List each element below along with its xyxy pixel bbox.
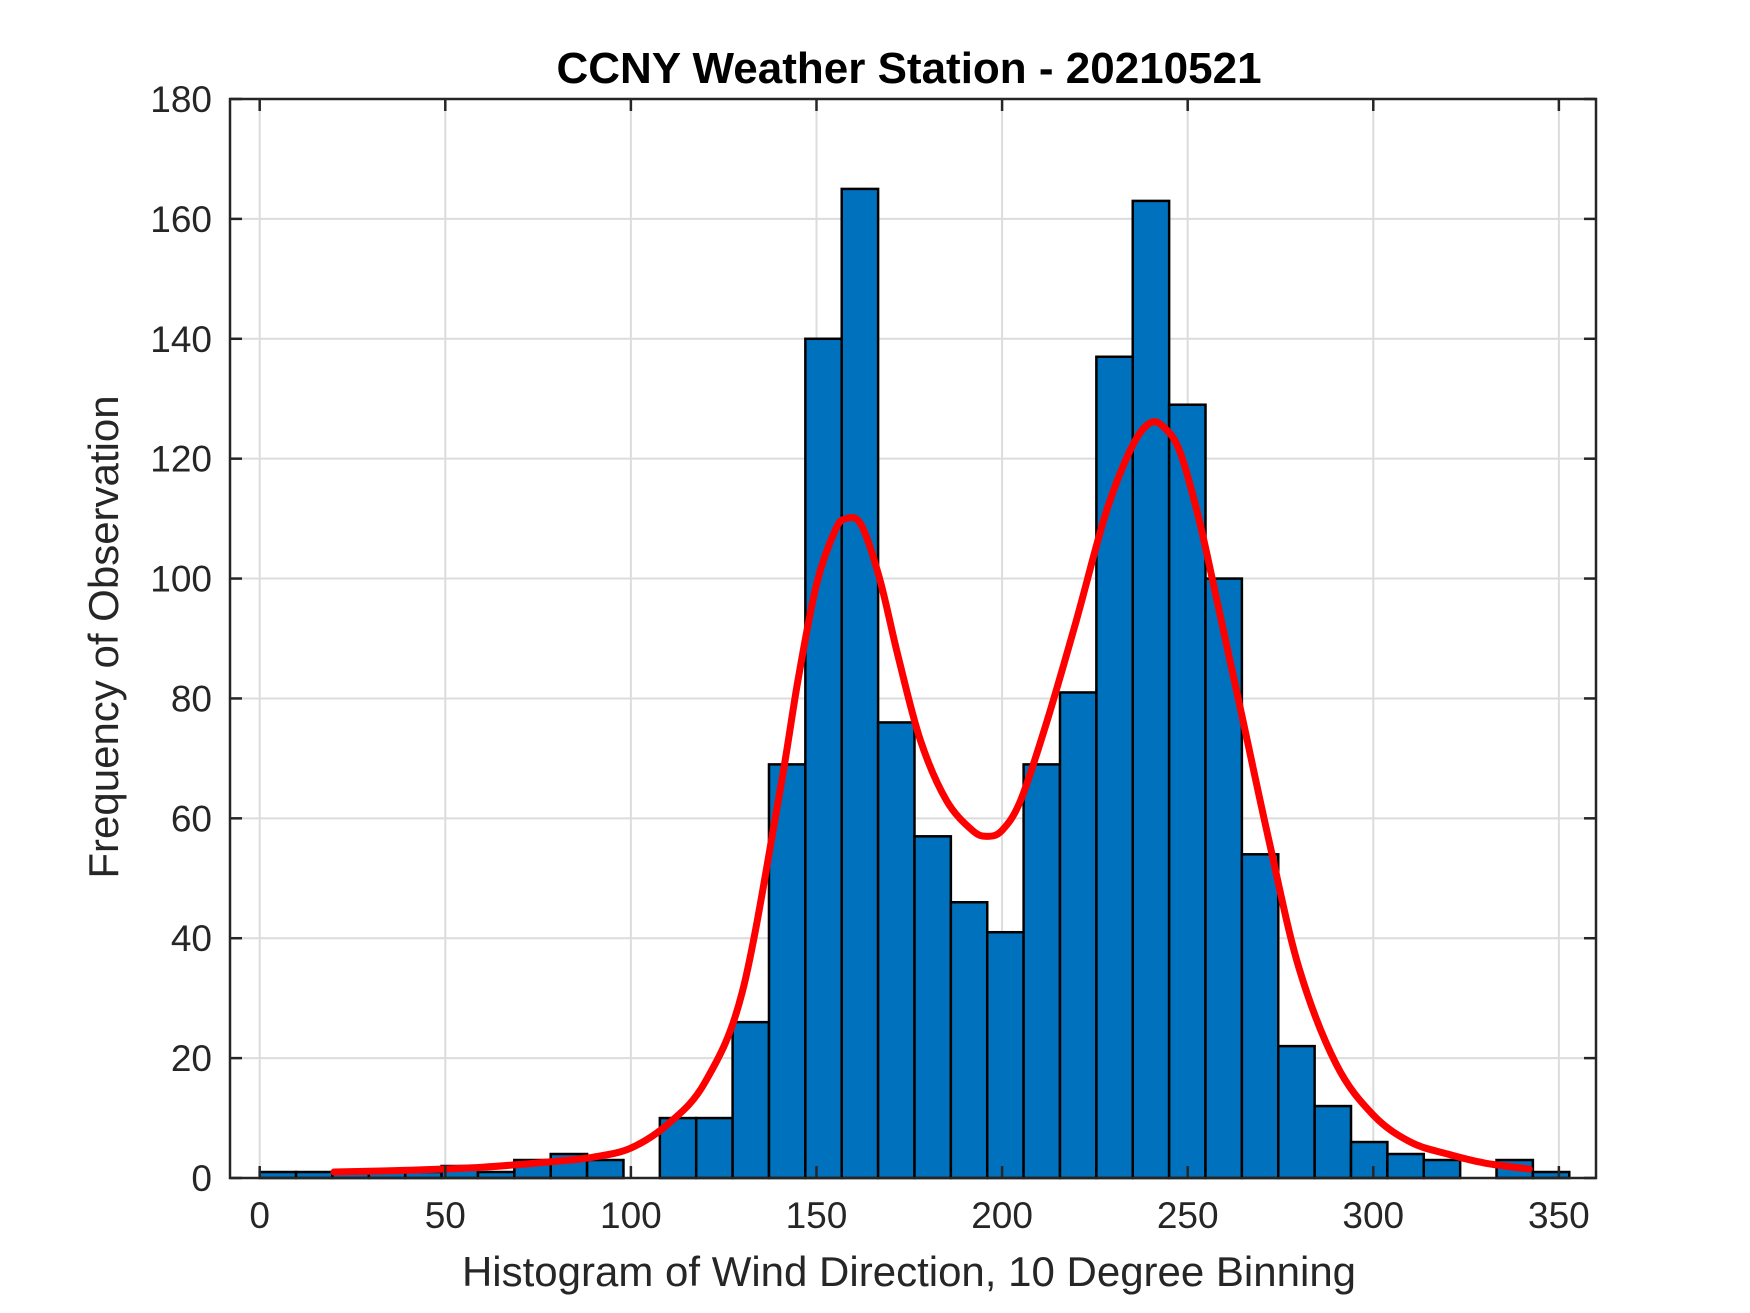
histogram-bar xyxy=(1422,1158,1462,1180)
y-tick-label: 80 xyxy=(171,678,212,719)
histogram-bar xyxy=(985,930,1025,1180)
histogram-bar xyxy=(694,1116,734,1180)
y-tick-label: 180 xyxy=(150,79,212,120)
y-tick-label: 0 xyxy=(191,1158,212,1199)
fit-curve-layer xyxy=(330,418,1533,1176)
histogram-bar xyxy=(1240,853,1280,1180)
histogram-bar xyxy=(1204,577,1244,1180)
histogram-bar xyxy=(949,901,989,1180)
histogram-bar xyxy=(731,1020,771,1180)
y-tick-label: 20 xyxy=(171,1038,212,1079)
histogram-bar xyxy=(1313,1104,1353,1180)
histogram-bar xyxy=(1058,691,1098,1180)
chart-title: CCNY Weather Station - 20210521 xyxy=(556,44,1261,93)
histogram-bar xyxy=(876,721,916,1180)
x-axis-label: Histogram of Wind Direction, 10 Degree B… xyxy=(462,1248,1356,1295)
y-tick-label: 100 xyxy=(150,559,212,600)
y-axis-label: Frequency of Observation xyxy=(80,395,127,878)
tick-labels: 0 50 100 150 200 250 300 350 0 20 40 60 80 100 120 140 1… xyxy=(150,79,1589,1236)
y-tick-label: 120 xyxy=(150,439,212,480)
x-tick-label: 300 xyxy=(1342,1195,1404,1236)
fit-curve xyxy=(330,418,1533,1176)
histogram-bar xyxy=(840,187,880,1180)
x-tick-label: 50 xyxy=(425,1195,466,1236)
y-tick-label: 160 xyxy=(150,199,212,240)
histogram-bar xyxy=(1349,1140,1389,1180)
axes-frame xyxy=(228,97,1598,1180)
histogram-bar xyxy=(1022,763,1062,1180)
x-tick-label: 0 xyxy=(249,1195,270,1236)
x-tick-label: 100 xyxy=(600,1195,662,1236)
x-tick-label: 200 xyxy=(971,1195,1033,1236)
y-tick-label: 60 xyxy=(171,798,212,839)
histogram-bar xyxy=(804,337,843,1180)
histogram-bar xyxy=(1131,199,1171,1180)
x-tick-label: 350 xyxy=(1528,1195,1590,1236)
x-tick-label: 150 xyxy=(786,1195,848,1236)
histogram-bar xyxy=(913,835,953,1180)
y-tick-label: 40 xyxy=(171,918,212,959)
y-tick-label: 140 xyxy=(150,319,212,360)
plot-frame xyxy=(228,97,1598,1180)
histogram-bar xyxy=(1277,1044,1316,1180)
histogram-bar xyxy=(585,1158,625,1180)
x-tick-label: 250 xyxy=(1157,1195,1219,1236)
histogram-bar xyxy=(1386,1152,1426,1180)
